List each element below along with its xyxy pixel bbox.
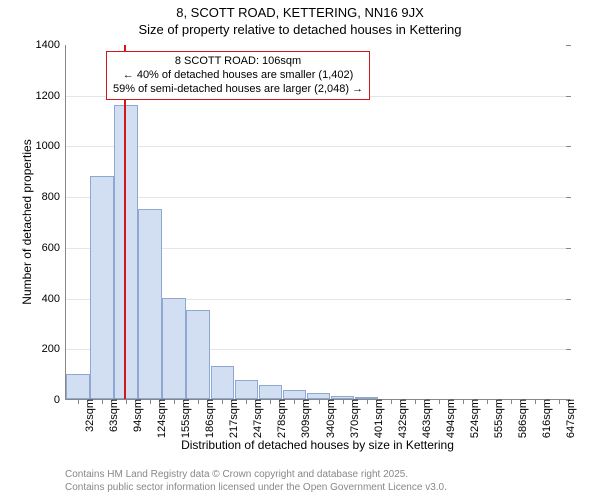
x-tick-label: 432sqm — [391, 399, 409, 438]
x-tick-label: 401sqm — [367, 399, 385, 438]
y-tick-mark — [566, 197, 571, 198]
callout-line-1: 8 SCOTT ROAD: 106sqm — [113, 55, 363, 69]
x-tick-label: 524sqm — [463, 399, 481, 438]
histogram-bar — [90, 176, 114, 399]
chart-title-sub: Size of property relative to detached ho… — [0, 22, 600, 37]
histogram-bar — [283, 390, 307, 399]
x-tick-label: 63sqm — [102, 399, 120, 432]
x-axis-label: Distribution of detached houses by size … — [65, 438, 570, 452]
x-tick-label: 586sqm — [511, 399, 529, 438]
x-tick-label: 186sqm — [198, 399, 216, 438]
callout-line-3: 59% of semi-detached houses are larger (… — [113, 83, 363, 97]
y-tick-label: 1200 — [36, 90, 66, 102]
x-tick-label: 370sqm — [343, 399, 361, 438]
x-tick-label: 124sqm — [150, 399, 168, 438]
y-tick-label: 1000 — [36, 140, 66, 152]
histogram-bar — [162, 298, 186, 399]
x-tick-label: 32sqm — [78, 399, 96, 432]
y-tick-mark — [566, 146, 571, 147]
histogram-bar — [66, 374, 90, 399]
attribution: Contains HM Land Registry data © Crown c… — [65, 468, 447, 494]
histogram-bar — [235, 380, 259, 399]
y-tick-label: 1400 — [36, 39, 66, 51]
x-tick-label: 217sqm — [222, 399, 240, 438]
attribution-line-1: Contains HM Land Registry data © Crown c… — [65, 468, 447, 481]
y-tick-label: 800 — [42, 191, 66, 203]
y-tick-mark — [566, 45, 571, 46]
x-tick-label: 94sqm — [126, 399, 144, 432]
x-tick-label: 647sqm — [559, 399, 577, 438]
x-tick-label: 616sqm — [535, 399, 553, 438]
x-tick-label: 463sqm — [415, 399, 433, 438]
y-tick-label: 400 — [42, 293, 66, 305]
x-tick-label: 340sqm — [319, 399, 337, 438]
x-tick-label: 278sqm — [270, 399, 288, 438]
chart-container: 8, SCOTT ROAD, KETTERING, NN16 9JX Size … — [0, 0, 600, 500]
histogram-bar — [211, 366, 235, 399]
y-axis-label: Number of detached properties — [20, 122, 34, 322]
y-tick-mark — [566, 299, 571, 300]
histogram-bar — [138, 209, 162, 399]
x-tick-label: 155sqm — [174, 399, 192, 438]
y-tick-mark — [566, 248, 571, 249]
y-axis-label-wrap: Number of detached properties — [12, 45, 26, 400]
plot-area: 020040060080010001200140032sqm63sqm94sqm… — [65, 45, 570, 400]
callout-line-2: ← 40% of detached houses are smaller (1,… — [113, 69, 363, 83]
y-tick-mark — [566, 349, 571, 350]
chart-title-main: 8, SCOTT ROAD, KETTERING, NN16 9JX — [0, 5, 600, 20]
histogram-bar — [186, 310, 210, 399]
x-tick-label: 494sqm — [439, 399, 457, 438]
y-tick-label: 200 — [42, 343, 66, 355]
marker-callout: 8 SCOTT ROAD: 106sqm ← 40% of detached h… — [106, 51, 370, 100]
x-tick-label: 247sqm — [246, 399, 264, 438]
x-tick-label: 555sqm — [487, 399, 505, 438]
y-tick-label: 600 — [42, 242, 66, 254]
gridline — [66, 146, 570, 147]
histogram-bar — [114, 105, 138, 399]
y-tick-mark — [566, 96, 571, 97]
histogram-bar — [259, 385, 283, 399]
x-tick-label: 309sqm — [294, 399, 312, 438]
y-tick-label: 0 — [54, 394, 66, 406]
attribution-line-2: Contains public sector information licen… — [65, 481, 447, 494]
gridline — [66, 197, 570, 198]
